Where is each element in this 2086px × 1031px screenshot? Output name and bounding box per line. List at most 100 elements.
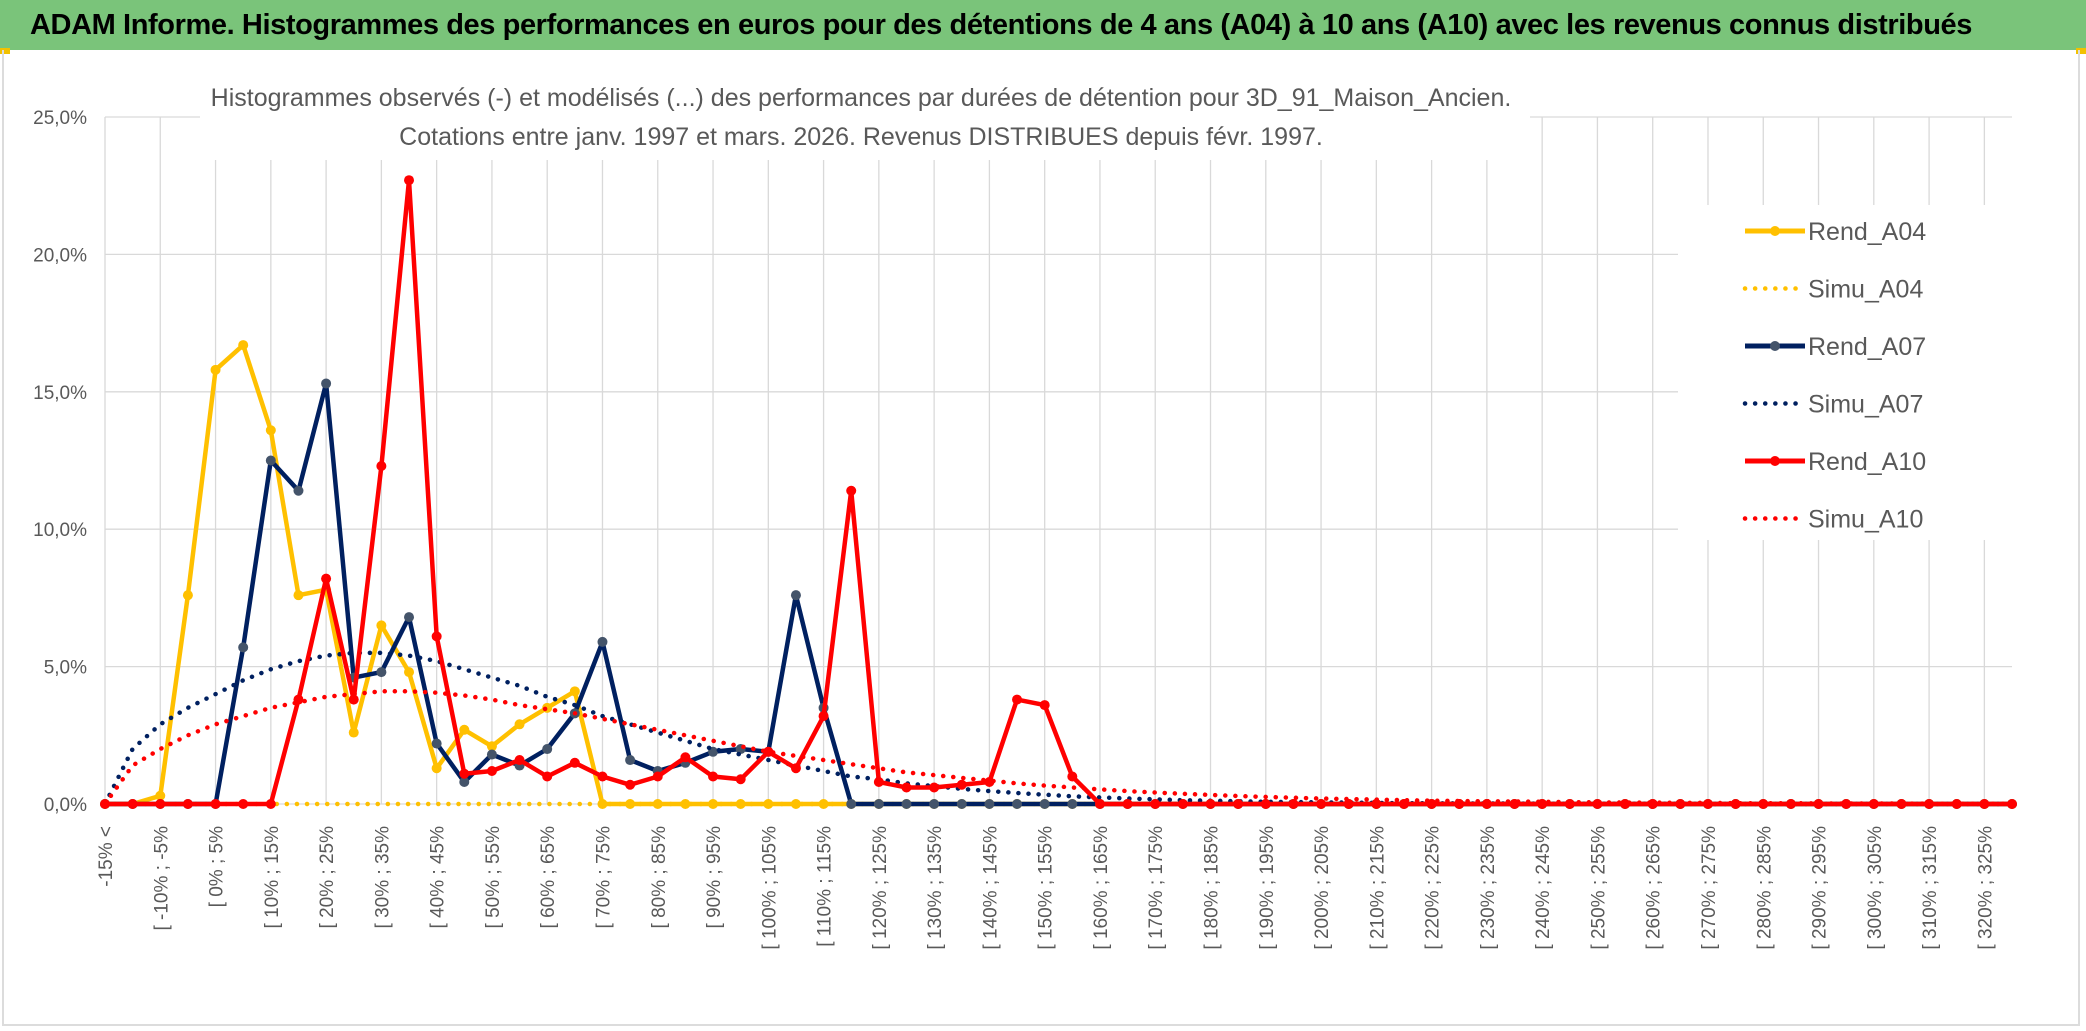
- series-line-simu-a10: [102, 689, 2015, 807]
- data-point: [155, 790, 166, 801]
- data-point: [625, 779, 636, 790]
- data-point: [652, 799, 663, 809]
- data-point: [376, 667, 387, 678]
- data-point: [1233, 799, 1244, 809]
- data-point: [238, 642, 249, 653]
- data-point: [265, 455, 276, 466]
- x-tick-label: [ 70% ; 75%: [593, 826, 614, 929]
- data-point: [1039, 700, 1050, 711]
- data-point: [376, 620, 387, 631]
- x-axis-ticks: -15% < [ -10% ; -5% [ 0% ; 5% [ 10% ; 15% [ …: [96, 826, 1996, 950]
- data-point: [569, 686, 580, 697]
- data-point: [155, 799, 166, 809]
- data-point: [238, 340, 249, 351]
- x-tick-label: [ 280% ; 285%: [1754, 826, 1775, 950]
- data-point: [956, 799, 967, 809]
- data-point: [514, 755, 525, 766]
- chart-frame: [2, 50, 2080, 1026]
- data-point: [321, 573, 332, 584]
- data-point: [293, 485, 304, 496]
- legend-label: Rend_A10: [1808, 448, 1926, 476]
- y-axis-ticks: 0,0% 5,0% 10,0% 15,0% 20,0% 25,0%: [33, 108, 87, 816]
- data-point: [597, 799, 608, 809]
- data-point: [790, 799, 801, 809]
- data-point: [348, 727, 359, 738]
- data-point: [1371, 799, 1382, 809]
- x-tick-label: [ 180% ; 185%: [1202, 826, 1223, 950]
- data-point: [210, 799, 221, 809]
- data-point: [735, 774, 746, 785]
- data-point: [486, 749, 497, 760]
- legend-item-simu-a07: Simu_A07: [1742, 391, 1923, 419]
- x-tick-label: [ 260% ; 265%: [1644, 826, 1665, 950]
- y-tick-label: 0,0%: [44, 795, 87, 816]
- series-simu-a10: [102, 689, 2015, 807]
- x-tick-label: [ 30% ; 35%: [372, 826, 393, 929]
- y-tick-label: 25,0%: [33, 108, 87, 129]
- data-point: [597, 771, 608, 782]
- data-point: [1951, 799, 1962, 809]
- y-tick-label: 5,0%: [44, 658, 87, 679]
- data-point: [1730, 799, 1741, 809]
- data-point: [652, 771, 663, 782]
- x-tick-label: [ 110% ; 115%: [815, 826, 836, 947]
- data-point: [846, 799, 857, 809]
- data-point: [486, 766, 497, 777]
- x-tick-label: [ 210% ; 215%: [1367, 826, 1388, 950]
- data-point: [680, 752, 691, 763]
- data-point: [542, 744, 553, 755]
- x-tick-label: [ 200% ; 205%: [1312, 826, 1333, 950]
- x-tick-label: [ 40% ; 45%: [428, 826, 449, 929]
- data-point: [984, 799, 995, 809]
- x-tick-label: [ 160% ; 165%: [1091, 826, 1112, 950]
- chart-subtitle: Cotations entre janv. 1997 et mars. 2026…: [399, 123, 1323, 151]
- x-tick-label: [ 0% ; 5%: [207, 826, 228, 907]
- data-point: [431, 763, 442, 774]
- data-point: [404, 667, 415, 678]
- data-point: [1039, 799, 1050, 809]
- data-point: [431, 738, 442, 749]
- data-point: [542, 771, 553, 782]
- x-tick-label: [ 80% ; 85%: [649, 826, 670, 929]
- data-point: [901, 799, 912, 809]
- legend-marker: [1770, 456, 1780, 466]
- corner-accent-right: [2076, 48, 2086, 54]
- report-banner: ADAM Informe. Histogrammes des performan…: [0, 0, 2086, 50]
- legend-marker: [1770, 341, 1780, 351]
- x-tick-label: [ 100% ; 105%: [759, 826, 780, 950]
- data-point: [901, 782, 912, 793]
- data-point: [818, 711, 829, 722]
- data-point: [1094, 799, 1105, 809]
- x-tick-label: [ -10% ; -5%: [151, 826, 172, 931]
- data-point: [459, 768, 470, 779]
- data-point: [127, 799, 138, 809]
- data-point: [210, 364, 221, 375]
- data-point: [459, 724, 470, 735]
- legend-label: Rend_A04: [1808, 218, 1926, 246]
- x-tick-label: [ 240% ; 245%: [1533, 826, 1554, 950]
- data-point: [293, 590, 304, 601]
- corner-accent-left: [0, 48, 10, 54]
- x-tick-label: [ 140% ; 145%: [980, 826, 1001, 950]
- x-tick-label: [ 90% ; 95%: [704, 826, 725, 929]
- data-point: [790, 763, 801, 774]
- y-tick-label: 15,0%: [33, 383, 87, 404]
- legend-label: Simu_A04: [1808, 276, 1923, 304]
- data-point: [182, 590, 193, 601]
- data-point: [459, 777, 470, 788]
- legend-label: Rend_A07: [1808, 333, 1926, 361]
- legend-item-rend-a07: Rend_A07: [1745, 333, 1926, 361]
- data-point: [1205, 799, 1216, 809]
- data-point: [1924, 799, 1935, 809]
- legend-label: Simu_A07: [1808, 391, 1923, 419]
- data-point: [182, 799, 193, 809]
- data-point: [238, 799, 249, 809]
- data-point: [956, 779, 967, 790]
- x-tick-label: [ 230% ; 235%: [1478, 826, 1499, 950]
- x-tick-label: [ 10% ; 15%: [262, 826, 283, 929]
- legend-item-simu-a10: Simu_A10: [1742, 506, 1923, 534]
- title-background: [200, 78, 1530, 160]
- x-tick-label: [ 290% ; 295%: [1810, 826, 1831, 950]
- data-point: [680, 799, 691, 809]
